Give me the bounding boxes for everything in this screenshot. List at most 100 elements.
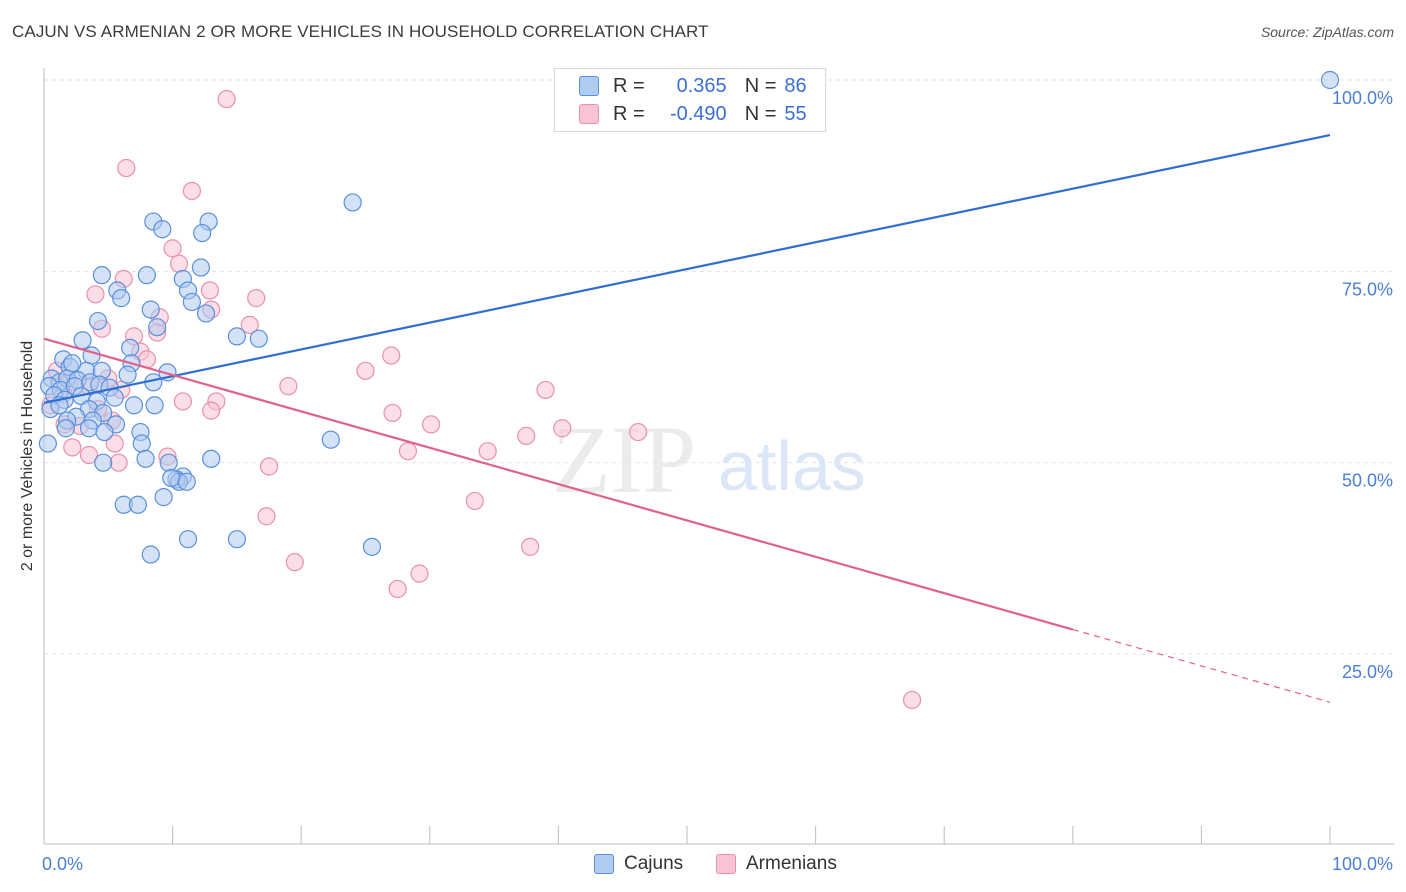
- cajun-point: [182, 292, 201, 312]
- cajun-point: [105, 388, 124, 407]
- legend-row-cajun: R = 0.365 N = 86: [579, 73, 807, 99]
- legend-cajun-n: 86: [784, 74, 807, 97]
- legend-n-label: N =: [744, 74, 777, 97]
- cajun-point: [159, 453, 178, 472]
- armenian-point: [202, 401, 221, 420]
- armenian-point: [356, 361, 375, 380]
- armenian-point: [105, 434, 124, 453]
- bottom-legend-cajun-label: Cajuns: [624, 853, 684, 874]
- chart-title: CAJUN VS ARMENIAN 2 OR MORE VEHICLES IN …: [12, 22, 709, 41]
- armenian-point: [173, 392, 192, 411]
- cajun-point: [154, 488, 173, 507]
- armenian-point: [86, 285, 105, 304]
- cajun-point: [196, 304, 216, 323]
- stats-legend: R = 0.365 N = 86 R = -0.490 N = 55: [554, 68, 826, 132]
- bottom-legend-armenian-label: Armenians: [746, 853, 837, 874]
- armenian-point: [117, 158, 136, 178]
- cajun-point: [132, 434, 151, 453]
- armenian-trend-extension: [1072, 628, 1331, 703]
- armenian-point: [517, 426, 536, 445]
- armenian-point: [410, 564, 429, 583]
- armenian-point: [182, 181, 201, 201]
- legend-r-label: R =: [613, 74, 645, 97]
- armenian-point: [465, 491, 484, 511]
- armenian-point: [382, 346, 401, 365]
- cajun-point: [92, 266, 111, 285]
- armenian-point: [902, 690, 922, 710]
- cajun-point: [362, 537, 382, 556]
- cajun-point: [145, 396, 164, 415]
- cajun-point: [148, 318, 167, 337]
- watermark-atlas: atlas: [718, 427, 866, 505]
- armenian-point: [200, 281, 219, 300]
- armenian-point: [259, 457, 279, 476]
- cajun-point: [95, 422, 114, 442]
- cajun-point: [249, 329, 268, 348]
- cajun-point: [178, 530, 198, 549]
- watermark: ZIP atlas: [552, 406, 866, 513]
- cajun-point: [79, 419, 99, 438]
- source-label: Source: ZipAtlas.com: [1260, 24, 1394, 40]
- cajun-point: [128, 495, 147, 514]
- cajun-point: [227, 530, 246, 549]
- armenian-point: [163, 239, 182, 258]
- bottom-legend-armenian: Armenians: [716, 852, 837, 876]
- grid-lines: [44, 79, 1394, 655]
- cajun-point: [137, 266, 156, 285]
- cajun-point: [118, 365, 137, 384]
- cajun-point: [63, 354, 82, 373]
- armenian-point: [79, 445, 99, 465]
- y-tick-label: 25.0%: [1342, 662, 1393, 682]
- cajun-point: [177, 472, 196, 491]
- armenian-point: [398, 442, 418, 461]
- x-tick-label: 0.0%: [42, 854, 83, 874]
- y-tick-label: 100.0%: [1332, 88, 1393, 108]
- armenian-point: [257, 507, 276, 526]
- bottom-legend-cajun: Cajuns: [594, 852, 683, 876]
- armenian-point: [536, 380, 555, 400]
- armenian-points: [41, 90, 922, 710]
- cajun-point: [191, 258, 210, 277]
- legend-n-label: N =: [744, 102, 777, 125]
- armenian-point: [240, 315, 259, 335]
- legend-armenian-n: 55: [784, 102, 807, 125]
- armenian-point: [383, 403, 402, 423]
- cajun-point: [162, 468, 181, 488]
- cajun-point: [38, 434, 57, 453]
- cajun-point: [141, 545, 160, 564]
- cajun-point: [343, 193, 362, 212]
- armenian-trend-line: [43, 337, 1074, 631]
- armenian-point: [553, 419, 572, 438]
- armenian-point: [388, 579, 407, 599]
- cajun-point: [56, 419, 75, 438]
- armenian-point: [169, 254, 189, 273]
- armenian-point: [629, 422, 648, 442]
- cajun-point: [121, 338, 140, 357]
- cajun-point: [73, 331, 92, 350]
- cajun-point: [141, 300, 160, 319]
- legend-row-armenian: R = -0.490 N = 55: [579, 101, 807, 127]
- legend-cajun-r: 0.365: [676, 74, 727, 97]
- y-tick-label: 50.0%: [1342, 471, 1393, 491]
- cajun-point: [124, 396, 144, 415]
- armenian-point: [63, 438, 82, 457]
- bottom-legend-swatch-cajun: [594, 854, 614, 874]
- armenian-point: [279, 377, 298, 396]
- cajun-point: [1320, 70, 1340, 90]
- axes: [43, 68, 1394, 845]
- x-tick-labels: 0.0% 100.0%: [42, 854, 1393, 874]
- cajun-trend-line: [43, 134, 1331, 405]
- cajun-point: [112, 289, 131, 308]
- armenian-point: [421, 415, 441, 434]
- cajun-point: [153, 220, 172, 239]
- cajun-point: [227, 327, 246, 346]
- y-tick-label: 75.0%: [1342, 279, 1393, 299]
- cajun-point: [88, 311, 108, 331]
- bottom-legend-swatch-armenian: [716, 854, 736, 874]
- x-tick-label: 100.0%: [1332, 854, 1393, 874]
- watermark-zip: ZIP: [552, 406, 696, 513]
- cajun-points: [38, 70, 1340, 564]
- legend-armenian-r: -0.490: [669, 102, 727, 125]
- armenian-point: [217, 90, 236, 109]
- armenian-point: [478, 442, 497, 461]
